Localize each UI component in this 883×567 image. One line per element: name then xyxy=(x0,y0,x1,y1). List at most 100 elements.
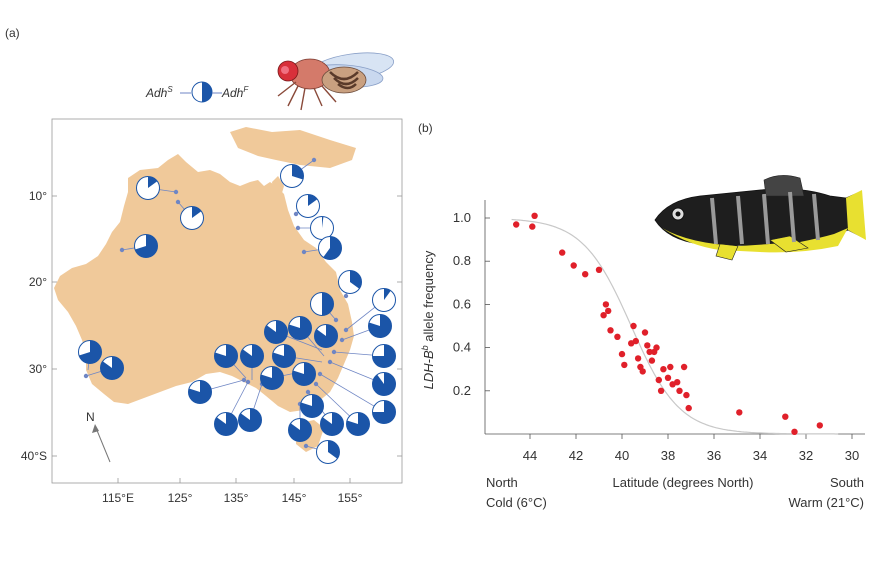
north-end-label: North xyxy=(486,475,518,490)
adh-pie-27 xyxy=(214,412,238,436)
y-tick-label: 1.0 xyxy=(453,210,471,225)
adh-pie-6 xyxy=(318,236,342,260)
data-point xyxy=(816,422,823,429)
x-tick-label: 38 xyxy=(661,448,675,463)
data-point xyxy=(680,363,688,371)
data-point xyxy=(644,342,651,349)
x-tick-label: 36 xyxy=(707,448,721,463)
adh-pie-17 xyxy=(288,418,312,442)
adh-pie-29 xyxy=(300,394,324,418)
data-point xyxy=(736,409,743,416)
data-point xyxy=(570,262,577,269)
adh-pie-12 xyxy=(372,372,396,396)
adh-pie-28 xyxy=(238,408,262,432)
data-point xyxy=(639,368,646,375)
data-point xyxy=(791,428,798,435)
adh-pie-31 xyxy=(100,356,124,380)
north-temp-label: Cold (6°C) xyxy=(486,495,547,510)
data-point xyxy=(782,413,789,420)
data-point xyxy=(602,301,610,308)
data-point xyxy=(683,391,690,399)
data-point xyxy=(529,223,536,230)
data-point xyxy=(655,376,662,384)
data-point xyxy=(621,361,628,369)
adh-pie-9 xyxy=(372,288,396,312)
data-point xyxy=(646,348,653,356)
adh-pie-4 xyxy=(296,194,320,218)
adh-pie-16 xyxy=(316,440,340,464)
lat-label-40: 40°S xyxy=(21,449,47,463)
x-tick-label: 44 xyxy=(523,448,537,463)
panel-b-label: (b) xyxy=(418,121,433,135)
lat-label-10: 10° xyxy=(29,189,47,203)
adh-pie-25 xyxy=(240,344,264,368)
data-point xyxy=(531,212,538,219)
adh-pie-10 xyxy=(368,314,392,338)
adh-pie-0 xyxy=(136,176,160,200)
data-point xyxy=(559,249,566,256)
data-point xyxy=(648,357,656,364)
data-points xyxy=(513,212,823,435)
data-point xyxy=(634,355,642,362)
adh-pie-18 xyxy=(264,320,288,344)
data-point xyxy=(630,322,637,330)
adh-pie-2 xyxy=(134,234,158,258)
x-tick-label: 40 xyxy=(615,448,629,463)
data-point xyxy=(657,387,665,394)
data-point xyxy=(618,350,626,358)
x-axis-label: Latitude (degrees North) xyxy=(613,475,754,490)
data-point xyxy=(605,307,612,315)
data-point xyxy=(595,266,603,273)
y-axis-label: LDH-Bb allele frequency xyxy=(420,250,436,389)
lat-label-30: 30° xyxy=(29,362,47,376)
adh-pie-20 xyxy=(314,324,338,348)
x-tick-label: 42 xyxy=(569,448,583,463)
adh-pie-24 xyxy=(214,344,238,368)
adh-pie-13 xyxy=(372,400,396,424)
lon-label-115: 115°E xyxy=(102,491,134,505)
adh-pie-14 xyxy=(346,412,370,436)
y-tick-label: 0.6 xyxy=(453,296,471,311)
data-point xyxy=(632,337,639,345)
legend-adhf-label: AdhF xyxy=(221,85,249,100)
adh-pie-3 xyxy=(280,164,304,188)
adh-pie-15 xyxy=(320,412,344,436)
north-arrow-icon xyxy=(92,424,111,463)
data-point xyxy=(664,374,672,381)
panel-a-label: (a) xyxy=(5,26,20,40)
y-tick-label: 0.8 xyxy=(453,253,471,268)
adh-pie-19 xyxy=(288,316,312,340)
y-axis-ticks: 0.2 0.4 0.6 0.8 1.0 xyxy=(453,210,490,398)
x-tick-label: 32 xyxy=(799,448,813,463)
data-point xyxy=(674,379,681,386)
logistic-fit-curve xyxy=(511,218,839,435)
data-point xyxy=(607,327,614,334)
killifish-icon xyxy=(654,175,866,261)
data-point xyxy=(685,404,692,412)
lon-label-135: 135° xyxy=(224,491,249,505)
north-label: N xyxy=(86,410,95,424)
adh-pie-1 xyxy=(180,206,204,230)
data-point xyxy=(513,221,520,228)
x-tick-label: 34 xyxy=(753,448,767,463)
legend-pie xyxy=(191,81,213,103)
south-temp-label: Warm (21°C) xyxy=(789,495,865,510)
x-axis-ticks: 44 42 40 38 36 34 32 30 xyxy=(523,434,859,463)
adh-pie-11 xyxy=(372,344,396,368)
legend-adhs-label: AdhS xyxy=(145,85,173,100)
adh-frequency-pies xyxy=(78,164,396,464)
adh-pie-8 xyxy=(310,292,334,316)
data-point xyxy=(667,363,674,371)
lon-label-145: 145° xyxy=(282,491,307,505)
data-point xyxy=(653,344,660,351)
y-tick-label: 0.4 xyxy=(453,340,471,355)
data-point xyxy=(582,271,589,278)
data-point xyxy=(641,329,649,336)
fruit-fly-icon xyxy=(277,52,395,111)
lon-label-155: 155° xyxy=(338,491,363,505)
data-point xyxy=(600,312,607,319)
data-point xyxy=(660,366,667,373)
south-end-label: South xyxy=(830,475,864,490)
